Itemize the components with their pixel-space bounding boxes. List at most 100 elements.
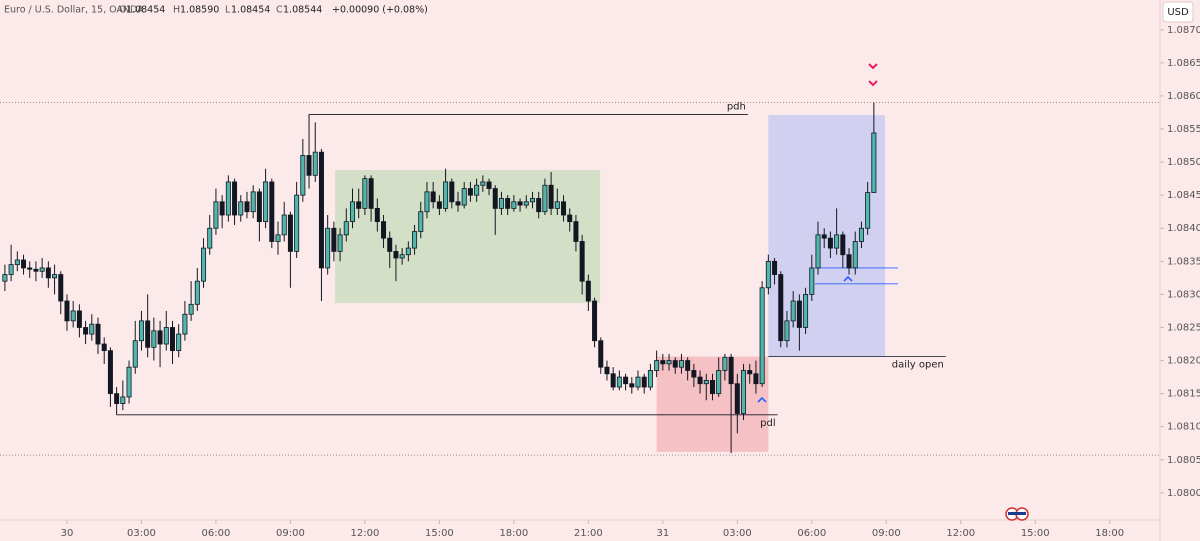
candle-body [610, 373, 616, 388]
candle-body [672, 360, 678, 368]
candle-body [629, 383, 635, 388]
candle-body [405, 247, 411, 256]
candle-body [412, 231, 418, 249]
candle-body [536, 198, 542, 213]
y-tick-label: 1.08050 [1167, 455, 1200, 466]
sell-marker [868, 63, 878, 70]
sell-marker [868, 80, 878, 87]
x-tick-label: 03:00 [723, 528, 752, 539]
candle-body [815, 234, 821, 269]
candle-body [430, 191, 436, 203]
candle-body [542, 184, 548, 213]
candle-body [728, 356, 734, 385]
buy-marker [757, 396, 767, 403]
candle-body [8, 264, 14, 275]
y-tick-label: 1.08700 [1167, 25, 1200, 36]
candle-body [300, 155, 306, 196]
candle-body [256, 191, 262, 223]
candle-body [486, 181, 492, 189]
candle-body [424, 191, 430, 213]
boxes [335, 115, 886, 452]
candle-body [592, 300, 598, 342]
candle-body [126, 366, 132, 398]
candle-body [368, 178, 374, 209]
candle-body [772, 260, 778, 275]
candle-body [498, 198, 504, 209]
candle-body [561, 201, 567, 216]
candle-body [567, 214, 573, 223]
candle-body [176, 333, 182, 352]
y-tick-label: 1.08650 [1167, 58, 1200, 69]
x-tick-label: 18:00 [1095, 528, 1124, 539]
candle-body [529, 198, 535, 203]
candle-body [753, 373, 759, 385]
candle-body [796, 300, 802, 328]
candle-body [145, 320, 151, 348]
candle-body [461, 188, 467, 206]
level-label: pdl [760, 418, 775, 429]
candles [2, 102, 877, 454]
candle-body [14, 259, 20, 266]
flag-stripe [1008, 512, 1026, 515]
candle-body [455, 201, 461, 206]
candle-body [120, 396, 126, 404]
candle-body [722, 356, 728, 371]
y-tick-label: 1.08300 [1167, 289, 1200, 300]
y-tick-label: 1.08400 [1167, 223, 1200, 234]
candle-body [778, 274, 784, 342]
candle-body [840, 234, 846, 256]
candle-body [579, 241, 585, 282]
candle-body [449, 181, 455, 203]
x-tick-label: 06:00 [797, 528, 826, 539]
candle-body [182, 313, 188, 335]
candle-body [349, 201, 355, 223]
candle-body [281, 214, 287, 236]
candle-body [709, 380, 715, 395]
event-flags[interactable] [1005, 507, 1029, 521]
high-label: H [173, 5, 180, 16]
x-tick-label: 15:00 [425, 528, 454, 539]
candle-body [238, 201, 244, 216]
candle-body [374, 207, 380, 223]
y-tick-label: 1.08350 [1167, 256, 1200, 267]
candle-body [52, 274, 58, 279]
candle-body [312, 151, 318, 176]
high-value: 1.08590 [180, 5, 219, 16]
candle-body [517, 201, 523, 206]
candle-body [33, 268, 39, 272]
candle-body [381, 221, 387, 239]
candle-body [399, 254, 405, 259]
low-label: L [225, 5, 231, 16]
currency-label[interactable]: USD [1167, 7, 1189, 18]
y-tick-label: 1.08450 [1167, 190, 1200, 201]
close-label: C [276, 5, 283, 16]
candle-body [201, 247, 207, 282]
y-tick-label: 1.08600 [1167, 91, 1200, 102]
x-tick-label: 12:00 [350, 528, 379, 539]
currency-button[interactable] [1162, 1, 1194, 23]
candle-body [343, 221, 349, 236]
candle-body [685, 360, 691, 371]
candle-body [821, 234, 827, 239]
candle-body [803, 294, 809, 328]
candle-body [548, 184, 554, 209]
candle-body [362, 178, 368, 209]
candle-body [747, 370, 753, 375]
candle-body [604, 366, 610, 375]
candle-body [325, 227, 331, 269]
candle-body [263, 181, 269, 223]
candle-body [865, 192, 871, 229]
candle-body [318, 151, 324, 269]
x-tick-label: 31 [656, 528, 669, 539]
candle-body [151, 330, 157, 348]
candle-body [443, 181, 449, 209]
candle-body [647, 370, 653, 388]
candle-body [194, 280, 200, 305]
candle-body [678, 360, 684, 368]
candle-body [474, 184, 480, 196]
close-value: 1.08544 [283, 5, 322, 16]
y-tick-label: 1.08000 [1167, 488, 1200, 499]
candle-body [623, 376, 629, 385]
